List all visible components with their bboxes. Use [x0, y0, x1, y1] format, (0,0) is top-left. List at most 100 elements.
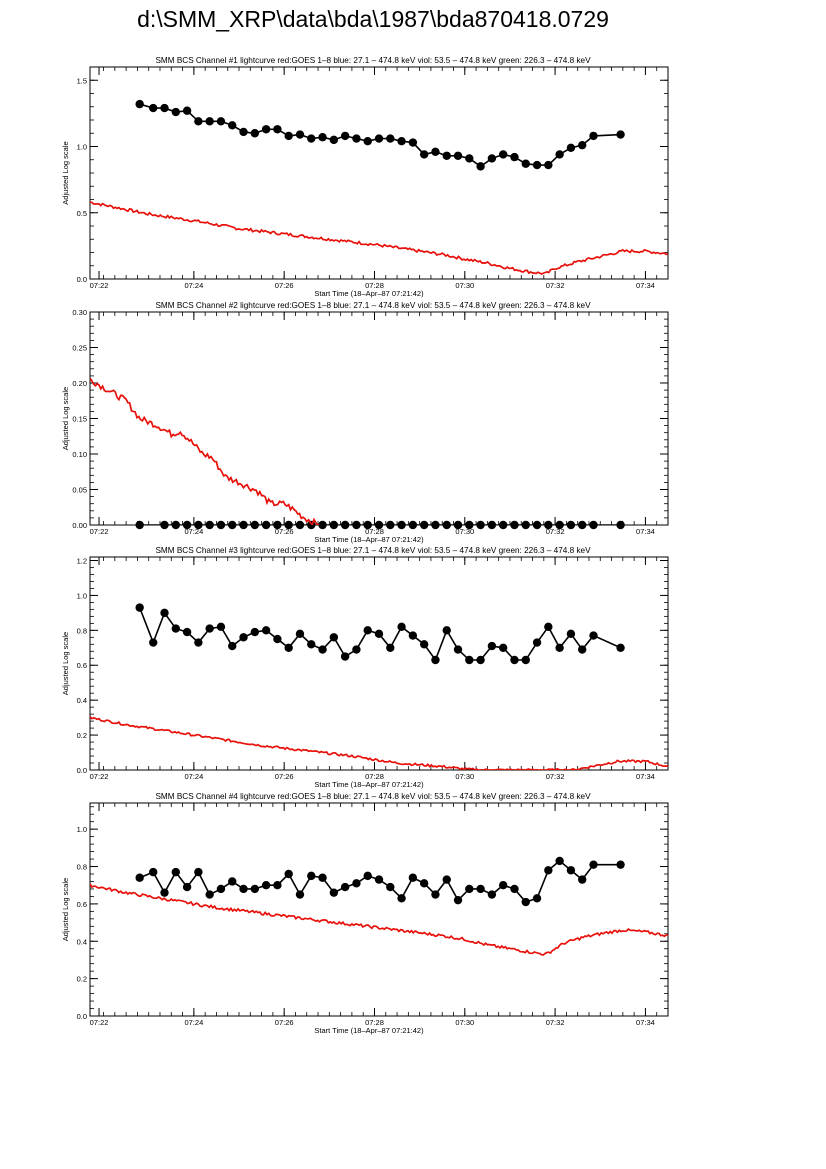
- panel3-data-point: [363, 626, 372, 635]
- panel3-data-point: [555, 643, 564, 652]
- panel4-ytick-label: 1.0: [77, 825, 87, 834]
- panel2-data-point: [476, 520, 485, 530]
- panel1-data-point: [532, 160, 542, 170]
- panel1-data-point: [295, 130, 305, 139]
- panel2-data-point: [205, 520, 214, 530]
- panel4-data-point: [532, 894, 542, 903]
- panel1-data-point: [555, 150, 564, 159]
- panel3-data-point: [532, 638, 542, 647]
- panel4-data-point: [250, 884, 260, 894]
- panel4-data-point: [498, 881, 508, 890]
- panel2-data-point: [329, 520, 339, 530]
- panel4-data-point: [352, 879, 361, 888]
- panel1-data-point: [476, 162, 485, 171]
- panel2-data-point: [171, 520, 180, 530]
- panel1-data-point: [352, 134, 361, 143]
- panel1-data-point: [408, 138, 418, 147]
- panel1-xtick-label: 07:32: [546, 281, 565, 290]
- panel3-data-point: [397, 622, 406, 632]
- panel1-data-point: [616, 130, 625, 139]
- panel3-data-point: [273, 634, 282, 644]
- panel4-ylabel: Adjusted Log scale: [61, 878, 70, 941]
- panel2-xtick-label: 07:22: [90, 527, 109, 536]
- panel2-data-point: [521, 520, 530, 530]
- panel1-ytick-label: 0.5: [77, 209, 87, 218]
- panel4-series-red-trace: [90, 883, 668, 956]
- panel1-data-point: [228, 121, 237, 130]
- panel4-xtick-label: 07:22: [90, 1018, 109, 1027]
- panel4-data-point: [442, 875, 451, 884]
- panel4-xtick-label: 07:32: [546, 1018, 565, 1027]
- panel1-xtick-label: 07:28: [365, 281, 384, 290]
- panel3-ytick-label: 0.6: [77, 661, 87, 670]
- panel3-frame: [89, 556, 669, 771]
- panel2-data-point: [453, 520, 463, 530]
- panel3-data-point: [160, 608, 169, 618]
- panel4-data-point: [194, 867, 203, 877]
- panel3-ytick-label: 0.4: [77, 696, 87, 705]
- panel2-ytick-label: 0.00: [72, 521, 87, 530]
- panel1-data-point: [194, 117, 203, 126]
- panel1-data-point: [273, 125, 282, 134]
- panel1-frame: [89, 66, 669, 280]
- panel2-ytick-label: 0.25: [72, 344, 87, 353]
- panel1-data-point: [182, 106, 192, 115]
- panel4-data-point: [261, 881, 271, 890]
- panel3-data-point: [521, 655, 530, 665]
- panel3-data-point: [149, 638, 158, 647]
- panel4-data-point: [318, 873, 327, 882]
- panel1-data-point: [160, 103, 169, 113]
- panel3-data-point: [228, 641, 237, 651]
- panel1-data-point: [205, 117, 214, 126]
- panel4-data-point: [510, 884, 519, 894]
- panel2-xtick-label: 07:34: [636, 527, 655, 536]
- panel3-data-point: [295, 629, 305, 639]
- panel4-data-point: [205, 890, 214, 899]
- panel2-xtick-label: 07:30: [455, 527, 474, 536]
- panel3-data-point: [307, 640, 316, 649]
- panel4-data-point: [386, 882, 395, 892]
- panel2-ytick-label: 0.20: [72, 379, 87, 388]
- panel3-data-point: [194, 638, 203, 647]
- panel2-data-point: [431, 520, 440, 530]
- panel4-ytick-label: 0.8: [77, 863, 87, 872]
- panel4-data-point: [419, 879, 429, 888]
- panel1-ytick-label: 0.0: [77, 275, 87, 284]
- panel1-data-point: [442, 151, 451, 160]
- panel1-data-point: [250, 129, 260, 138]
- panel2-data-point: [273, 520, 282, 530]
- panel2-data-point: [352, 520, 361, 530]
- panel4-xtick-label: 07:28: [365, 1018, 384, 1027]
- panel2-data-point: [498, 520, 508, 530]
- panel3-data-point: [352, 645, 361, 654]
- panel4-data-point: [397, 894, 406, 903]
- panel4-data-point: [284, 869, 293, 879]
- panel2-xtick-label: 07:32: [546, 527, 565, 536]
- panel4-xtick-label: 07:26: [275, 1018, 294, 1027]
- panel3-data-point: [442, 626, 451, 635]
- panel2-series-red-trace: [90, 377, 320, 525]
- panel3-data-point: [239, 633, 248, 642]
- panel3-data-point: [616, 643, 625, 652]
- panel4-xlabel: Start Time (18–Apr–87 07:21:42): [314, 1026, 424, 1035]
- panel2-xtick-label: 07:24: [184, 527, 203, 536]
- panel1-title: SMM BCS Channel #1 lightcurve red:GOES 1…: [155, 56, 591, 65]
- panel1-data-point: [453, 151, 463, 160]
- panel2-title: SMM BCS Channel #2 lightcurve red:GOES 1…: [155, 301, 591, 310]
- panel1-data-point: [465, 154, 474, 163]
- panel3-data-point: [261, 626, 271, 635]
- panel1-data-point: [386, 134, 395, 143]
- panel3-xtick-label: 07:22: [90, 772, 109, 781]
- panel2-xlabel: Start Time (18–Apr–87 07:21:42): [314, 535, 424, 544]
- panel2-ytick-label: 0.10: [72, 450, 87, 459]
- panel4-data-point: [431, 890, 440, 899]
- panel4-data-point: [521, 897, 530, 907]
- panel3-data-point: [340, 652, 350, 661]
- panel3-ytick-label: 0.2: [77, 731, 87, 740]
- panel4-data-point: [239, 884, 248, 894]
- panel3-data-point: [374, 629, 384, 639]
- panel3-data-point: [498, 643, 508, 652]
- panel1-xtick-label: 07:26: [275, 281, 294, 290]
- panel3-ytick-label: 0.8: [77, 626, 87, 635]
